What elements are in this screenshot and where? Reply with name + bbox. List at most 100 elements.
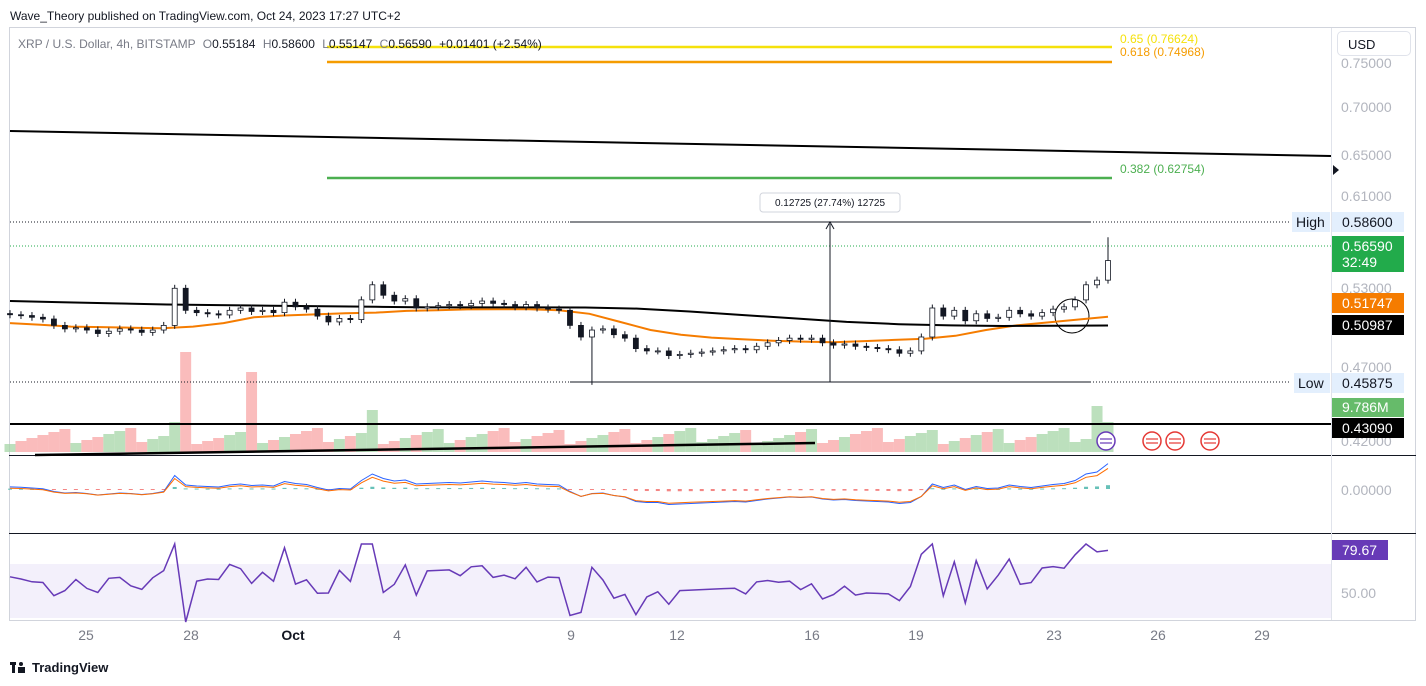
candle-body bbox=[270, 309, 277, 314]
candle-body bbox=[303, 306, 310, 310]
sma-value: 0.50987 bbox=[1342, 317, 1393, 333]
rsi-value: 79.67 bbox=[1342, 542, 1377, 558]
brand-name: TradingView bbox=[32, 660, 109, 675]
macd-bar bbox=[381, 487, 386, 489]
volume-bar bbox=[355, 433, 367, 452]
volume-bar bbox=[663, 434, 675, 452]
trend-lines[interactable] bbox=[9, 130, 1332, 457]
volume-bar bbox=[1069, 442, 1081, 452]
high-low-dotted-lines bbox=[10, 221, 1331, 383]
volume-bar bbox=[937, 444, 949, 452]
macd-bar bbox=[578, 489, 583, 491]
volume-bar bbox=[860, 431, 872, 452]
candle-body bbox=[380, 284, 387, 296]
volume-bar bbox=[158, 436, 170, 452]
macd-bar bbox=[249, 488, 254, 490]
volume-bar bbox=[70, 443, 82, 452]
candle-body bbox=[654, 350, 661, 353]
macd-bar bbox=[502, 488, 507, 490]
candle-body bbox=[962, 309, 969, 322]
candle-body bbox=[874, 347, 881, 350]
close-value: 0.56590 bbox=[388, 37, 432, 51]
macd-bar bbox=[205, 488, 210, 490]
candle-body bbox=[753, 345, 760, 351]
crossover-circle bbox=[1054, 298, 1090, 334]
macd-bar bbox=[831, 489, 836, 491]
macd-bar bbox=[8, 488, 12, 490]
symbol-name[interactable]: XRP / U.S. Dollar, 4h, BITSTAMP bbox=[18, 37, 196, 51]
macd-bar bbox=[765, 489, 770, 491]
candle-body bbox=[742, 348, 749, 351]
macd-bar bbox=[260, 488, 265, 490]
candle-body bbox=[775, 340, 782, 344]
x-tick: 16 bbox=[804, 627, 820, 643]
fib-label-65: 0.65 (0.76624) bbox=[1120, 32, 1198, 46]
y-tick: 0.53000 bbox=[1341, 280, 1392, 296]
candle-body bbox=[995, 316, 1002, 319]
x-tick: 26 bbox=[1150, 627, 1166, 643]
symbol-legend[interactable]: XRP / U.S. Dollar, 4h, BITSTAMP O0.55184… bbox=[18, 37, 542, 51]
macd-bar bbox=[853, 489, 858, 491]
volume-bar bbox=[4, 444, 16, 452]
candle-body bbox=[918, 336, 925, 352]
fibonacci-levels[interactable] bbox=[327, 45, 1112, 180]
macd-bar bbox=[315, 488, 320, 490]
candle-body bbox=[160, 324, 167, 331]
macd-bar bbox=[776, 489, 781, 491]
volume-bar bbox=[992, 429, 1004, 452]
candle-body bbox=[479, 300, 486, 304]
volume-bar bbox=[454, 440, 466, 452]
candle-body bbox=[830, 342, 837, 346]
candle-body bbox=[731, 348, 738, 351]
macd-bar bbox=[117, 489, 122, 490]
macd-bar bbox=[1040, 488, 1045, 490]
currency-button[interactable]: USD bbox=[1337, 31, 1411, 56]
candle-body bbox=[1072, 299, 1078, 308]
us-flag-icon bbox=[1165, 431, 1185, 451]
volume-bar bbox=[15, 441, 27, 452]
tradingview-brand[interactable]: TradingView bbox=[10, 660, 108, 675]
volume-bar bbox=[169, 422, 181, 452]
volume-bar bbox=[520, 439, 532, 452]
candle-body bbox=[808, 337, 815, 340]
volume-bar bbox=[838, 437, 850, 452]
y-tick: 0.70000 bbox=[1341, 99, 1392, 115]
volume-bar bbox=[300, 431, 312, 452]
volume-bar bbox=[344, 436, 356, 452]
candle-body bbox=[1017, 309, 1024, 315]
y-tick: 0.47000 bbox=[1341, 359, 1392, 375]
candle-body bbox=[907, 350, 914, 354]
volume-bar bbox=[685, 428, 697, 452]
open-key: O bbox=[202, 37, 213, 51]
volume-bar bbox=[882, 442, 894, 452]
macd-bar bbox=[557, 488, 561, 490]
volume-bar bbox=[235, 432, 247, 452]
y-tick: 0.75000 bbox=[1341, 55, 1392, 71]
event-icons[interactable] bbox=[1096, 431, 1220, 451]
measure-tool[interactable] bbox=[570, 220, 1090, 383]
fib-label-382: 0.382 (0.62754) bbox=[1120, 162, 1205, 176]
candle-body bbox=[402, 298, 409, 302]
last-price: 0.56590 bbox=[1342, 238, 1393, 254]
volume-bar bbox=[542, 433, 554, 452]
macd-bar bbox=[161, 489, 166, 490]
scroll-right-icon[interactable] bbox=[1333, 165, 1339, 175]
x-tick: 28 bbox=[183, 627, 199, 643]
candle-body bbox=[501, 302, 508, 305]
volume-bar bbox=[773, 438, 785, 452]
candle-body bbox=[72, 327, 79, 330]
macd-bar bbox=[886, 489, 891, 491]
candle-body bbox=[18, 314, 24, 317]
low-value-legend: 0.55147 bbox=[328, 37, 373, 51]
volume-bar bbox=[103, 434, 115, 452]
candle-body bbox=[171, 287, 178, 326]
volume-bar bbox=[1047, 431, 1059, 452]
candle-body bbox=[215, 313, 222, 316]
macd-bar bbox=[633, 489, 638, 491]
candle-body bbox=[325, 315, 332, 323]
macd-bar bbox=[622, 489, 627, 491]
low-key: L bbox=[322, 37, 329, 51]
candle-body bbox=[182, 287, 189, 311]
macd-bar bbox=[644, 489, 649, 492]
